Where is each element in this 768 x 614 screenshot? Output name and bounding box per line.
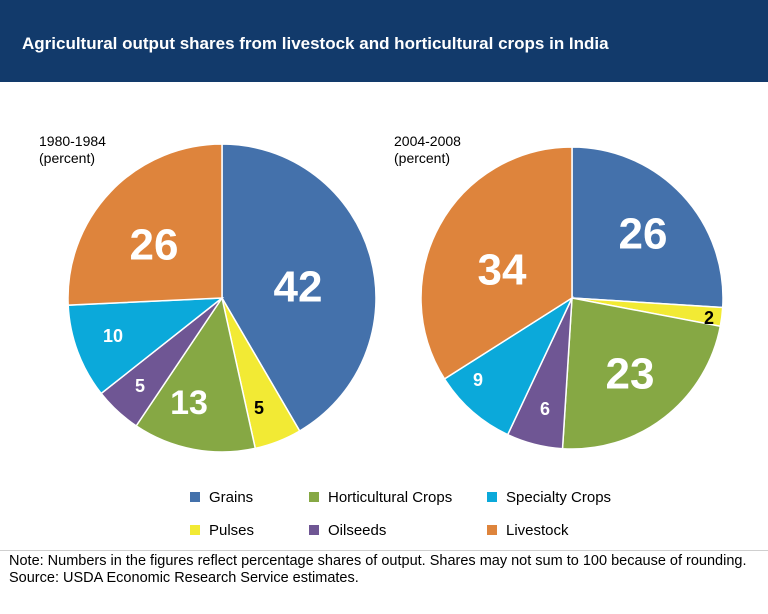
slice-horticultural-crops-1980-1984 bbox=[135, 296, 257, 453]
slice-label-grains-2004-2008: 26 bbox=[619, 210, 668, 259]
slice-label-oilseeds-2004-2008: 6 bbox=[540, 399, 550, 419]
pie-2004-2008: 26 2 23 6 9 34 2004-2008(percent) bbox=[394, 133, 724, 450]
chart-title: Agricultural output shares from livestoc… bbox=[22, 34, 609, 53]
period-label-1980-1984: 1980-1984 bbox=[39, 133, 106, 149]
slice-label-pulses-1980-1984: 5 bbox=[254, 398, 264, 418]
slice-label-grains-1980-1984: 42 bbox=[274, 263, 323, 312]
pie-charts: 42513510261980-1984(percent)262236934200… bbox=[39, 133, 724, 453]
slice-label-pulses-2004-2008: 2 bbox=[704, 308, 714, 328]
period-label-2004-2008: 2004-2008 bbox=[394, 133, 461, 149]
pie-1980-1984: 42 5 13 5 10 26 1980-1984(percent) bbox=[39, 133, 377, 453]
slice-label-horticultural-crops-1980-1984: 13 bbox=[170, 384, 208, 422]
slice-livestock-1980-1984 bbox=[67, 143, 223, 306]
slice-livestock-2004-2008 bbox=[420, 146, 573, 380]
slice-grains-1980-1984 bbox=[221, 143, 377, 432]
slice-label-livestock-1980-1984: 26 bbox=[130, 221, 179, 270]
title-bar: Agricultural output shares from livestoc… bbox=[0, 0, 768, 82]
footer-divider bbox=[0, 550, 768, 551]
footer-notes: Note: Numbers in the figures reflect per… bbox=[9, 553, 759, 587]
slice-label-specialty-crops-1980-1984: 10 bbox=[103, 326, 123, 346]
unit-label-1980-1984: (percent) bbox=[39, 150, 95, 166]
slice-label-horticultural-crops-2004-2008: 23 bbox=[606, 350, 655, 399]
slice-specialty-crops-1980-1984 bbox=[67, 297, 225, 395]
slice-label-oilseeds-1980-1984: 5 bbox=[135, 376, 145, 396]
slice-specialty-crops-2004-2008 bbox=[443, 295, 574, 436]
slice-label-livestock-2004-2008: 34 bbox=[478, 246, 527, 295]
source-note: Source: USDA Economic Research Service e… bbox=[9, 570, 359, 586]
unit-label-2004-2008: (percent) bbox=[394, 150, 450, 166]
footnote: Note: Numbers in the figures reflect per… bbox=[9, 553, 747, 569]
slice-horticultural-crops-2004-2008 bbox=[561, 297, 722, 450]
slice-label-specialty-crops-2004-2008: 9 bbox=[473, 370, 483, 390]
slice-grains-2004-2008 bbox=[571, 146, 724, 309]
